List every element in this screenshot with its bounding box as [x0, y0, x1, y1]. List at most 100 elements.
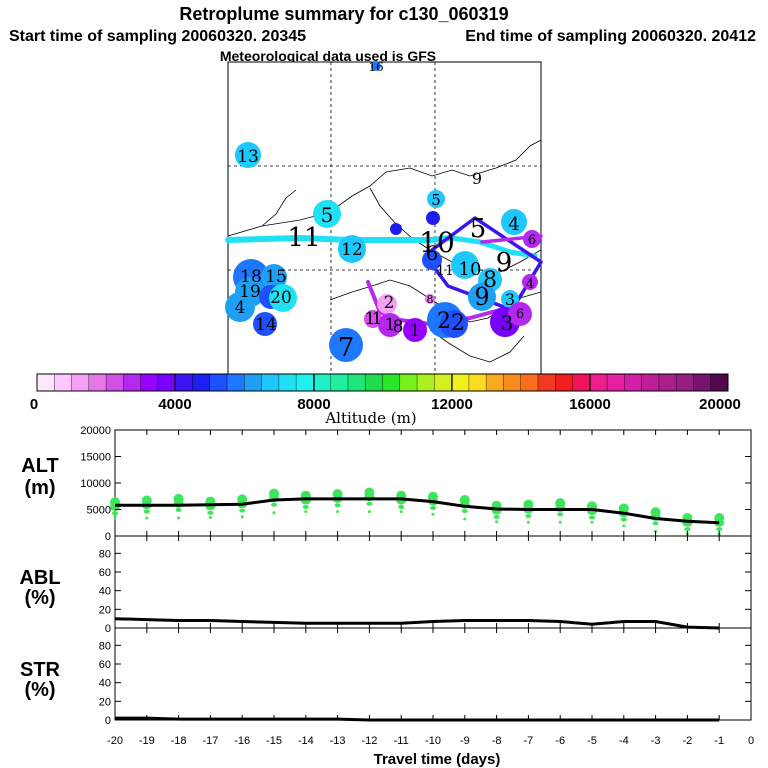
colorbar-cell: [88, 374, 107, 391]
colorbar-tick-label: 0: [30, 396, 38, 413]
plume-circle: [425, 294, 435, 304]
start-time-label: Start time of sampling 20060320. 20345: [9, 28, 306, 45]
alt-plume-dot: [399, 510, 403, 514]
day-label: 4: [508, 214, 519, 235]
colorbar-cell: [37, 374, 55, 391]
plume-circle: [261, 264, 287, 290]
alt-plume-dots: [110, 487, 725, 536]
colorbar-cell: [555, 374, 573, 391]
y-tick-label: 20000: [80, 425, 111, 437]
day-label: 8: [483, 268, 497, 293]
alt-plume-dot: [113, 516, 117, 520]
day-label: 3: [501, 311, 514, 335]
panel-axes: 0 5000 10000 15000 20000 0 20 40 60 80 0 20 40 60 80 -2…: [80, 425, 754, 747]
panel-label: ABL: [19, 567, 60, 589]
day-label: 6: [426, 241, 439, 265]
day-label: 1: [385, 315, 396, 335]
x-tick-label: -6: [555, 735, 565, 747]
day-label: 9: [496, 248, 513, 278]
colorbar-cell: [71, 374, 90, 391]
plume-circle: [403, 318, 427, 342]
day-label: 1: [410, 321, 421, 341]
colorbar-cell: [399, 374, 418, 391]
plume-circle: [329, 328, 363, 362]
alt-plume-dot: [239, 508, 246, 513]
colorbar-cell: [520, 374, 539, 391]
y-tick-label: 0: [105, 623, 111, 635]
panel-lines: [114, 497, 720, 722]
colorbar-cell: [330, 374, 349, 391]
timeseries-panels: 0 5000 10000 15000 20000 0 20 40 60 80 0 20 40 60 80 -2…: [19, 425, 754, 768]
alt-plume-dot: [367, 510, 371, 514]
colorbar-cell: [658, 374, 677, 391]
colorbar-cell: [676, 374, 694, 391]
colorbar-cell: [140, 374, 159, 391]
colorbar-cell: [157, 374, 176, 391]
colorbar-tick-label: 4000: [158, 396, 191, 413]
x-axis-title: Travel time (days): [374, 751, 501, 768]
colorbar-tick-label: 12000: [431, 396, 473, 413]
plume-circle: [426, 211, 440, 225]
series-line-2: [115, 716, 720, 722]
alt-plume-dot: [112, 511, 118, 516]
x-tick-label: -8: [492, 735, 502, 747]
alt-plume-dot: [302, 504, 309, 509]
plume-circle: [235, 142, 261, 168]
day-label: 3: [505, 290, 515, 309]
x-tick-label: -15: [266, 735, 282, 747]
day-label: 9: [474, 283, 489, 311]
colorbar-cell: [209, 374, 228, 391]
day-label: 14: [255, 315, 277, 335]
day-label: 6: [516, 307, 524, 322]
alt-plume-dot: [493, 514, 500, 519]
y-tick-label: 60: [99, 659, 111, 671]
x-tick-label: -4: [619, 735, 629, 747]
plume-circle: [313, 200, 341, 228]
alt-plume-dot: [304, 510, 308, 514]
x-tick-label: -14: [298, 735, 314, 747]
day-label: 5: [470, 214, 487, 244]
alt-plume-dot: [716, 527, 723, 532]
alt-plume-dot: [271, 502, 277, 507]
x-tick-label: -5: [587, 735, 597, 747]
colorbar-cell: [434, 374, 452, 391]
y-tick-label: 10000: [80, 478, 111, 490]
alt-plume-dot: [622, 524, 626, 528]
alt-plume-dot: [240, 515, 244, 519]
alt-plume-dot: [589, 515, 595, 520]
day-label: 10: [459, 259, 482, 280]
colorbar-cell: [365, 374, 383, 391]
day-label: 10: [419, 226, 455, 259]
alt-plume-dot: [590, 520, 594, 524]
colorbar-cell: [313, 374, 332, 391]
day-label: 5: [321, 203, 334, 227]
day-label: 6: [528, 233, 536, 248]
plume-circle: [253, 312, 277, 336]
y-tick-label: 40: [99, 586, 111, 598]
colorbar-cell: [710, 374, 729, 391]
day-label: 2: [451, 311, 465, 336]
panel-labels: ALT(m)ABL(%)STR(%): [19, 455, 60, 701]
day-label: 20: [270, 288, 292, 308]
plume-circle: [269, 284, 297, 312]
y-tick-label: 15000: [80, 452, 111, 464]
alt-plume-dot: [334, 503, 341, 508]
colorbar-cell: [227, 374, 245, 391]
colorbar-cells: [37, 374, 729, 391]
y-tick-label: 0: [105, 531, 111, 543]
alt-plume-dot: [398, 504, 405, 509]
plume-circle: [225, 292, 255, 322]
plume-circle: [422, 250, 442, 270]
day-label: 2: [437, 309, 451, 334]
day-label: 5: [431, 191, 441, 209]
alt-plume-dot: [145, 516, 149, 520]
panel-label: STR: [20, 659, 61, 681]
x-tick-label: -9: [460, 735, 470, 747]
colorbar-cell: [261, 374, 280, 391]
colorbar-cell: [468, 374, 487, 391]
panel-label-unit: (%): [24, 587, 55, 609]
x-tick-label: -12: [361, 735, 377, 747]
colorbar-tick-label: 16000: [569, 396, 611, 413]
plume-circle: [508, 302, 532, 326]
day-label: 16: [368, 60, 383, 74]
